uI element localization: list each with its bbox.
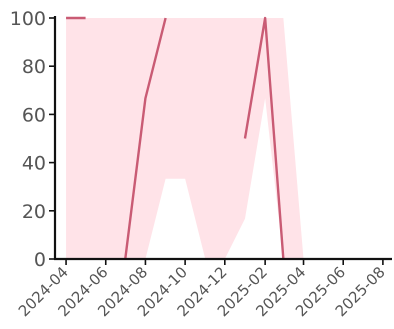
y-tick-label: 100 xyxy=(10,8,46,30)
confidence-band-layer xyxy=(66,18,304,259)
series-line-layer xyxy=(66,16,285,260)
y-tick-label: 0 xyxy=(34,249,46,271)
series-line-segment-3 xyxy=(243,16,285,260)
y-tick-label: 60 xyxy=(22,104,46,126)
y-axis-ticks: 0 20 40 60 80 100 xyxy=(10,8,55,271)
y-tick-label: 20 xyxy=(22,201,46,223)
confidence-band xyxy=(66,18,304,259)
x-axis-ticks: 2024-042024-062024-082024-102024-122025-… xyxy=(15,259,389,320)
y-tick-label: 80 xyxy=(22,56,46,78)
axes xyxy=(53,16,392,261)
series-line-segment-2 xyxy=(124,17,167,260)
y-tick-label: 40 xyxy=(22,153,46,175)
